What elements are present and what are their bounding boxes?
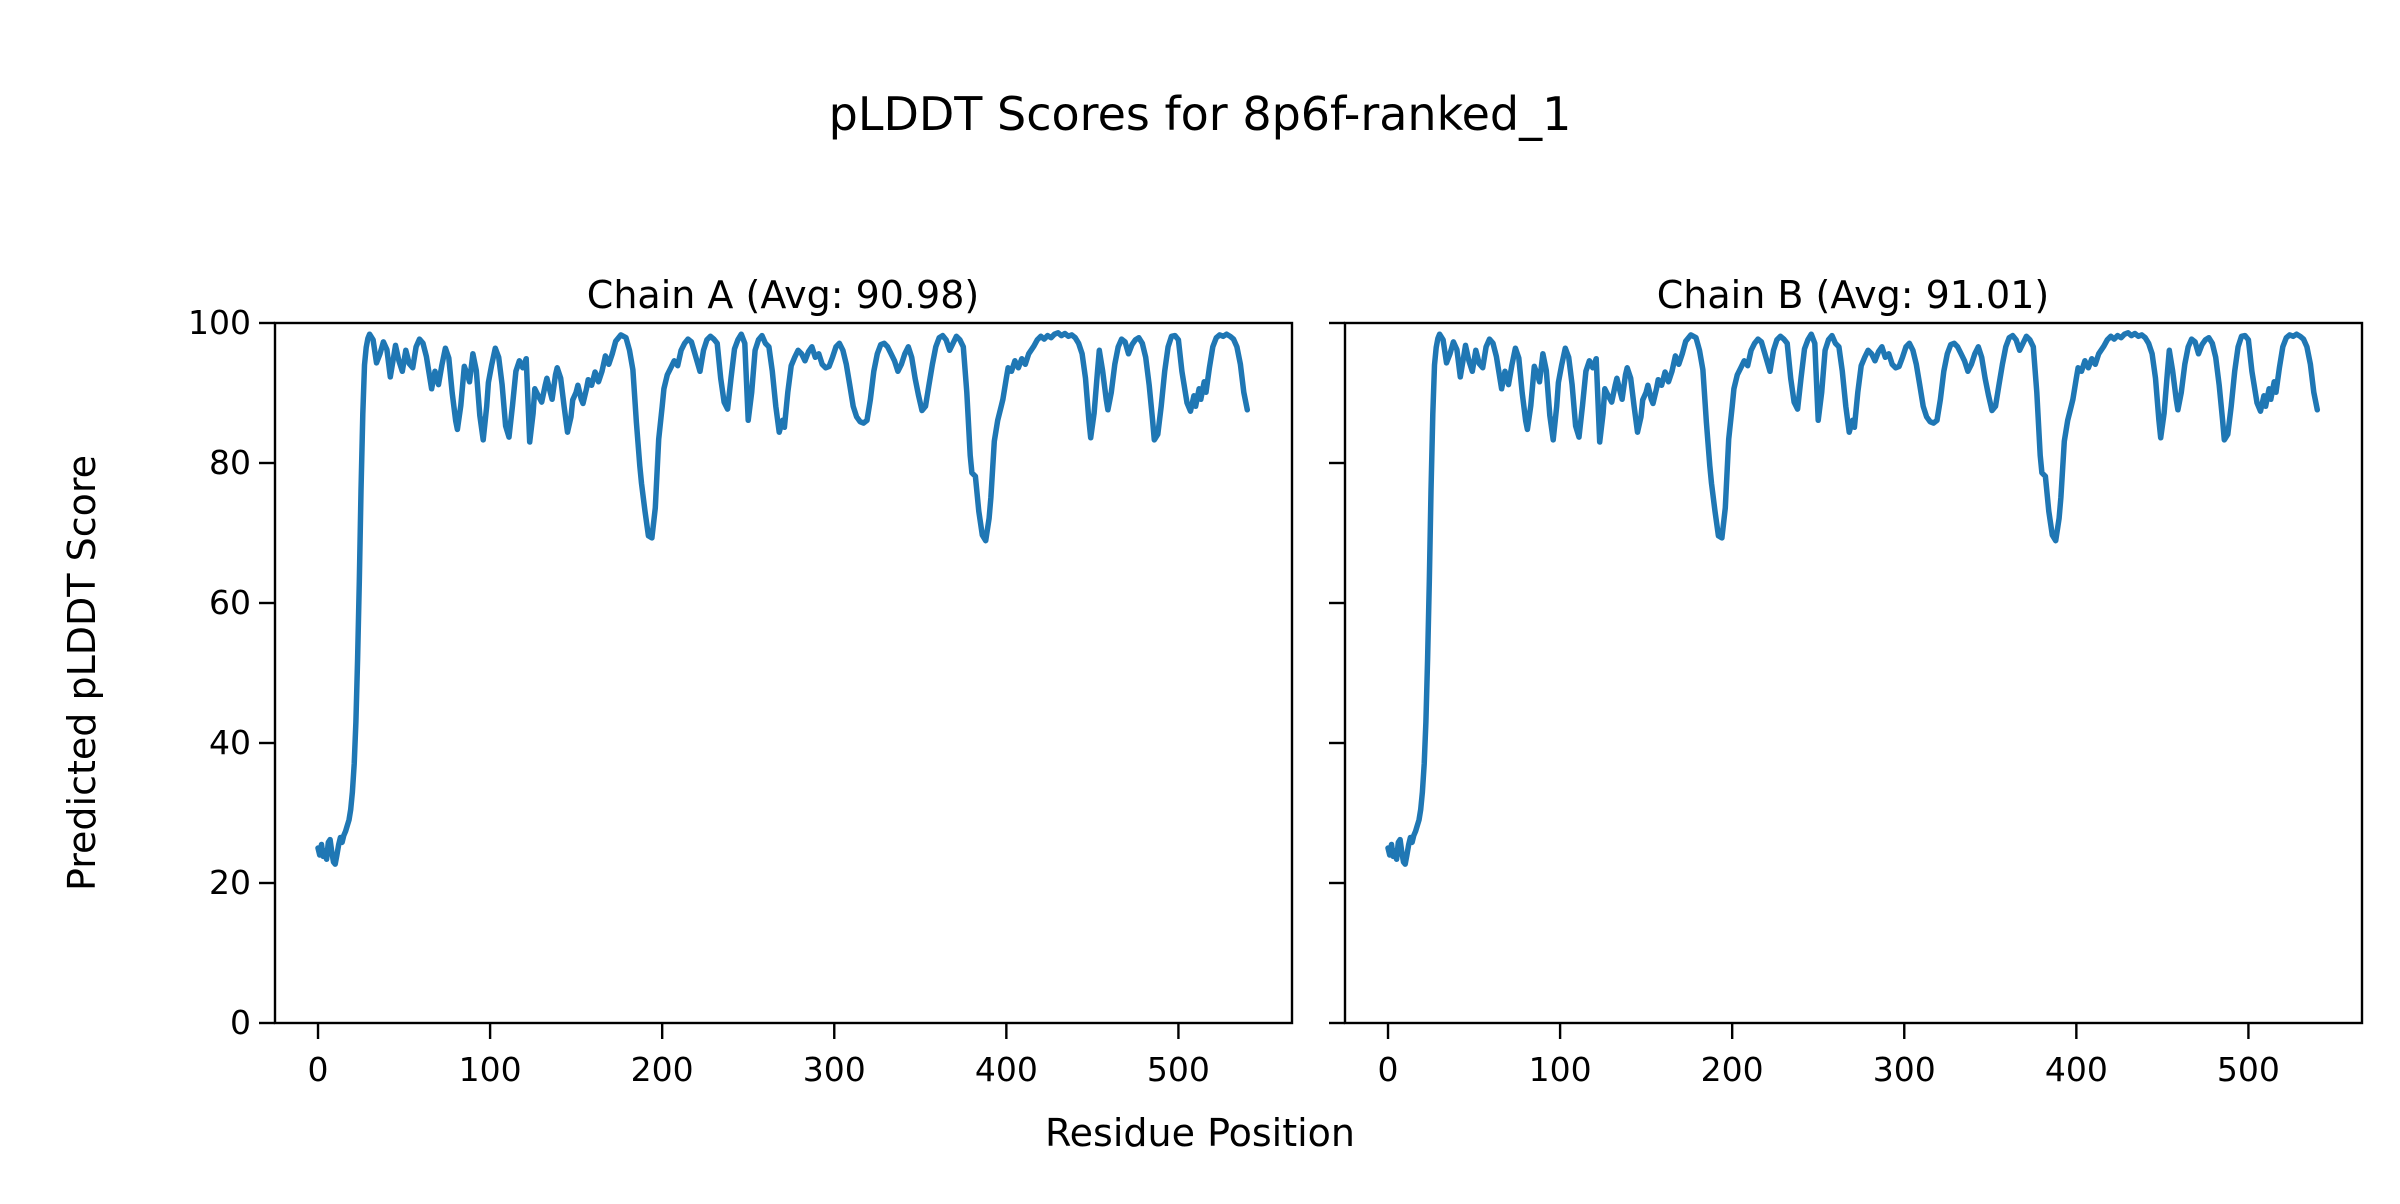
figure-title: pLDDT Scores for 8p6f-ranked_1	[829, 87, 1572, 141]
x-tick-label: 400	[2045, 1050, 2108, 1089]
x-tick-label: 200	[1701, 1050, 1764, 1089]
y-tick-label: 80	[209, 443, 251, 482]
x-tick-label: 100	[1529, 1050, 1592, 1089]
y-tick-label: 100	[188, 303, 251, 342]
x-tick-label: 500	[2217, 1050, 2280, 1089]
chain-a-plddt-line	[315, 330, 1251, 867]
chain-a-title: Chain A (Avg: 90.98)	[587, 273, 979, 317]
x-tick-label: 0	[1378, 1050, 1399, 1089]
x-axis-label: Residue Position	[1045, 1111, 1355, 1155]
x-tick-label: 300	[803, 1050, 866, 1089]
x-tick-label: 400	[975, 1050, 1038, 1089]
y-tick-label: 40	[209, 723, 251, 762]
x-tick-label: 200	[631, 1050, 694, 1089]
x-tick-label: 300	[1873, 1050, 1936, 1089]
chain-a-axes: 0 100 200 300 400 500 0 20 40 60 80 100	[188, 303, 1294, 1089]
chain-b-axes: 0 100 200 300 400 500	[1329, 321, 2364, 1089]
chain-b-plddt-line	[1385, 330, 2321, 867]
y-tick-label: 60	[209, 583, 251, 622]
chain-b-title: Chain B (Avg: 91.01)	[1657, 273, 2049, 317]
y-axis-label: Predicted pLDDT Score	[60, 455, 104, 891]
x-tick-label: 500	[1147, 1050, 1210, 1089]
x-tick-label: 0	[308, 1050, 329, 1089]
axes-spines	[273, 321, 1294, 1025]
y-tick-label: 20	[209, 863, 251, 902]
x-tick-label: 100	[459, 1050, 522, 1089]
y-tick-label: 0	[230, 1003, 251, 1042]
axes-spines	[1343, 321, 2364, 1025]
